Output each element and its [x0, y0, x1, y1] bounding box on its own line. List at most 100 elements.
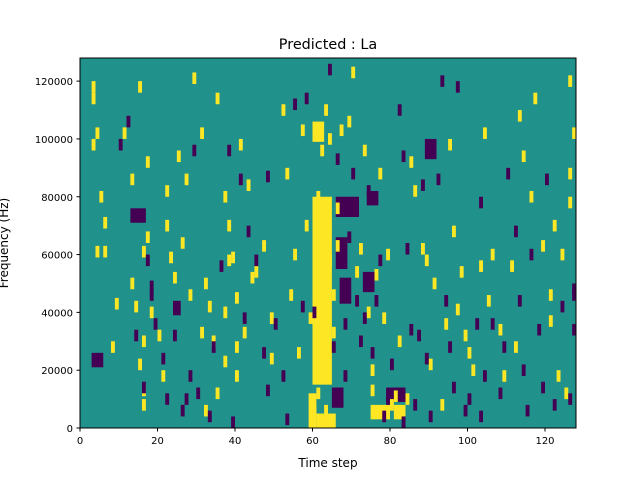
heatmap-cell-high — [165, 220, 169, 232]
heatmap-cell-high — [169, 252, 173, 264]
heatmap-cell-high — [316, 341, 320, 353]
heatmap-cell-low — [239, 174, 243, 186]
heatmap-cell-low — [293, 98, 297, 110]
heatmap-cell-low — [437, 174, 441, 186]
heatmap-cell-low — [371, 347, 375, 359]
x-axis: 0 20 40 60 80 100 120 — [77, 428, 555, 447]
heatmap-cell-high — [429, 359, 433, 371]
heatmap-cell-high — [479, 260, 483, 272]
heatmap-cell-low — [347, 231, 351, 243]
heatmap-cell-low — [340, 278, 352, 304]
heatmap-cell-low — [413, 399, 417, 411]
heatmap-cell-high — [409, 156, 413, 168]
heatmap-cell-low — [332, 341, 336, 353]
heatmap-cell-high — [227, 220, 231, 232]
heatmap-cell-high — [522, 151, 526, 163]
x-tick-label: 20 — [151, 436, 164, 447]
heatmap-cell-high — [371, 405, 390, 419]
heatmap-cell-low — [359, 336, 363, 348]
heatmap-cell-low — [231, 416, 235, 428]
heatmap-cell-low — [266, 171, 270, 183]
heatmap-cell-high — [173, 272, 177, 284]
heatmap-cell-low — [285, 414, 289, 426]
heatmap-cell-high — [111, 341, 115, 353]
heatmap-cell-high — [332, 289, 336, 301]
heatmap-cell-low — [340, 388, 344, 400]
heatmap-cell-high — [324, 226, 328, 238]
heatmap-cell-high — [514, 341, 518, 353]
heatmap-cell-high — [181, 237, 185, 249]
heatmap-cell-high — [557, 370, 561, 382]
heatmap-cell-low — [378, 255, 382, 267]
heatmap-cell-high — [425, 255, 429, 267]
y-tick-label: 120000 — [35, 77, 73, 88]
heatmap-cell-high — [146, 231, 150, 243]
heatmap-cell-low — [266, 385, 270, 397]
heatmap-cell-high — [530, 191, 534, 203]
heatmap-cell-low — [406, 243, 410, 255]
heatmap-cell-high — [378, 168, 382, 180]
heatmap-cell-high — [347, 116, 351, 128]
heatmap-cell-low — [479, 197, 483, 209]
heatmap-cell-high — [363, 145, 367, 157]
heatmap-cell-high — [421, 243, 425, 255]
heatmap-cell-high — [468, 347, 472, 359]
heatmap-cell-high — [406, 393, 410, 405]
heatmap-cell-high — [316, 298, 320, 310]
y-tick-label: 20000 — [41, 366, 73, 377]
heatmap-cell-low — [561, 301, 565, 313]
heatmap-cell-low — [514, 226, 518, 238]
heatmap-cell-high — [309, 312, 313, 324]
heatmap-cell-low — [452, 382, 456, 394]
heatmap-cell-low — [192, 145, 196, 157]
heatmap-cell-high — [568, 75, 572, 87]
heatmap-cell-low — [254, 255, 258, 267]
heatmap-cell-high — [533, 93, 537, 105]
heatmap-cell-low — [189, 370, 193, 382]
x-axis-label: Time step — [297, 456, 357, 470]
heatmap-cell-low — [444, 295, 448, 307]
heatmap-cell-high — [491, 249, 495, 261]
heatmap-cell-high — [460, 266, 464, 278]
heatmap-cell-high — [390, 399, 394, 411]
heatmap-cell-high — [518, 110, 522, 122]
heatmap-cell-low — [553, 399, 557, 411]
heatmap-cell-high — [247, 179, 251, 191]
heatmap-cell-high — [328, 255, 332, 267]
heatmap-cell-low — [479, 411, 483, 423]
heatmap-cell-high — [235, 292, 239, 304]
heatmap-cell-low — [526, 405, 530, 417]
heatmap-cell-low — [518, 295, 522, 307]
heatmap-cell-high — [382, 312, 386, 324]
heatmap-cell-high — [123, 127, 127, 139]
heatmap-cell-high — [320, 318, 324, 330]
heatmap-cell-low — [355, 295, 359, 307]
heatmap-cell-high — [386, 249, 390, 261]
heatmap-cell-high — [561, 249, 565, 261]
heatmap-cell-low — [130, 208, 146, 222]
heatmap-cell-high — [324, 269, 328, 281]
heatmap-cell-low — [262, 347, 266, 359]
heatmap-cell-low — [456, 81, 460, 93]
y-tick-label: 40000 — [41, 308, 73, 319]
heatmap-cell-high — [204, 278, 208, 290]
heatmap-cell-low — [227, 145, 231, 157]
heatmap-cell-high — [433, 278, 437, 290]
heatmap-cell-high — [371, 385, 375, 397]
heatmap-cell-high — [541, 240, 545, 252]
heatmap-cell-high — [320, 145, 324, 157]
x-tick-label: 40 — [229, 436, 242, 447]
heatmap-cell-low — [499, 388, 503, 400]
heatmap-cell-high — [262, 240, 266, 252]
heatmap-cell-high — [185, 174, 189, 186]
heatmap-cell-high — [313, 122, 325, 142]
heatmap-cell-high — [282, 104, 286, 116]
y-tick-label: 80000 — [41, 193, 73, 204]
heatmap-cell-high — [177, 151, 181, 163]
heatmap-cell-low — [208, 411, 212, 423]
heatmap-cell-low — [402, 416, 406, 428]
heatmap-cell-low — [363, 272, 375, 292]
heatmap-cell-high — [367, 307, 371, 319]
heatmap-cell-high — [235, 341, 239, 353]
heatmap-cell-high — [92, 93, 96, 105]
